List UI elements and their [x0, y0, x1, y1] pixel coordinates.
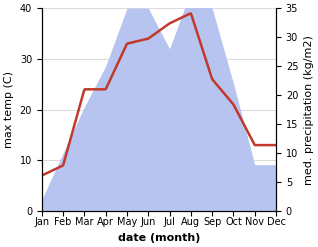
- Y-axis label: med. precipitation (kg/m2): med. precipitation (kg/m2): [304, 35, 314, 185]
- X-axis label: date (month): date (month): [118, 233, 200, 243]
- Y-axis label: max temp (C): max temp (C): [4, 71, 14, 148]
